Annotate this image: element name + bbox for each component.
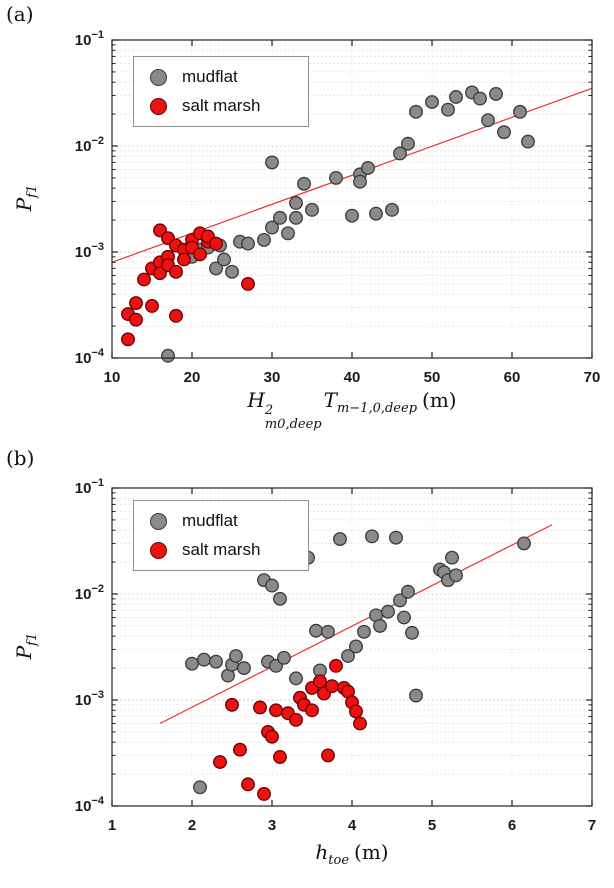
svg-text:10−4: 10−4 (75, 795, 105, 815)
svg-text:7: 7 (588, 817, 596, 834)
xlabel-unit: (m) (354, 840, 389, 864)
xlabel-sub2: m−1,0,deep (336, 401, 418, 416)
panel-b: (b) 1 2 3 4 5 6 7 10−4 10−3 10−2 10−1 Pf1 mudflat … (0, 444, 614, 888)
panel-a-legend: mudflat salt marsh (133, 56, 310, 127)
salt-marsh-marker-icon (150, 541, 167, 559)
svg-text:6: 6 (508, 817, 516, 834)
legend-item-salt-marsh: salt marsh (150, 96, 260, 116)
svg-text:10−4: 10−4 (75, 347, 105, 367)
salt-marsh-marker-icon (150, 97, 167, 115)
mudflat-marker-icon (150, 68, 167, 86)
panel-a-ylabel: Pf1 (12, 148, 40, 248)
panel-a-xlabel: H 2 m0,deep Tm−1,0,deep (m) (112, 388, 592, 431)
xlabel-unit: (m) (422, 388, 457, 412)
svg-text:3: 3 (268, 817, 276, 834)
panel-b-label: (b) (6, 446, 35, 470)
svg-text:10−2: 10−2 (75, 135, 104, 155)
panel-b-xlabel: htoe (m) (112, 840, 592, 868)
svg-text:20: 20 (184, 369, 201, 386)
svg-text:40: 40 (344, 369, 361, 386)
panel-b-ylabel: Pf1 (12, 596, 40, 696)
svg-text:10−1: 10−1 (75, 477, 104, 497)
svg-text:2: 2 (188, 817, 196, 834)
legend-label-mudflat: mudflat (182, 67, 238, 86)
svg-text:60: 60 (504, 369, 521, 386)
ylabel-var: P (12, 645, 36, 660)
panel-a-plot: 10 20 30 40 50 60 70 10−4 10−3 10−2 10−1 (75, 29, 601, 386)
legend-label-salt-marsh: salt marsh (182, 96, 261, 115)
ylabel-var: P (12, 197, 36, 212)
ylabel-sub: f1 (25, 632, 40, 646)
svg-text:10−3: 10−3 (75, 689, 104, 709)
svg-text:10−3: 10−3 (75, 241, 104, 261)
svg-text:10−2: 10−2 (75, 583, 104, 603)
svg-text:4: 4 (348, 817, 357, 834)
legend-item-mudflat: mudflat (150, 67, 260, 87)
panel-a-label: (a) (6, 2, 34, 26)
svg-text:30: 30 (264, 369, 281, 386)
mudflat-marker-icon (150, 512, 167, 530)
legend-item-mudflat: mudflat (150, 511, 260, 531)
legend-item-salt-marsh: salt marsh (150, 540, 260, 560)
xlabel-sup: 2 (264, 403, 274, 418)
svg-text:70: 70 (584, 369, 601, 386)
svg-text:5: 5 (428, 817, 436, 834)
panel-b-plot: 1 2 3 4 5 6 7 10−4 10−3 10−2 10−1 (75, 477, 596, 834)
svg-text:10−1: 10−1 (75, 29, 104, 49)
svg-text:10: 10 (104, 369, 121, 386)
svg-text:1: 1 (108, 817, 116, 834)
xlabel-sub1: m0,deep (264, 416, 322, 432)
legend-label-mudflat: mudflat (182, 511, 238, 530)
legend-label-salt-marsh: salt marsh (182, 540, 261, 559)
svg-text:50: 50 (424, 369, 441, 386)
xlabel-supsub: 2 m0,deep (265, 404, 322, 431)
ylabel-sub: f1 (25, 184, 40, 198)
panel-a: (a) 10 20 30 40 50 60 70 10−4 10−3 10−2 10−1 Pf1 m… (6, 2, 601, 431)
panel-b-legend: mudflat salt marsh (133, 500, 310, 571)
xlabel-var1: H (247, 388, 265, 412)
xlabel-var: h (315, 840, 329, 864)
xlabel-var2: T (323, 388, 337, 412)
xlabel-sub: toe (328, 853, 350, 868)
